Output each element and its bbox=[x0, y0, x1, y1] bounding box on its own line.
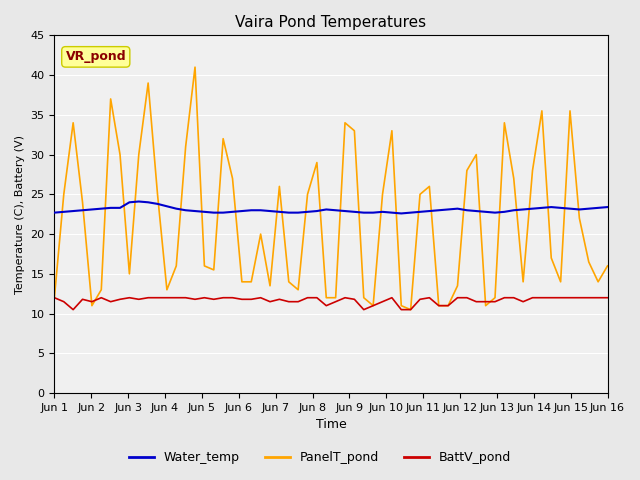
Y-axis label: Temperature (C), Battery (V): Temperature (C), Battery (V) bbox=[15, 135, 25, 294]
Legend: Water_temp, PanelT_pond, BattV_pond: Water_temp, PanelT_pond, BattV_pond bbox=[124, 446, 516, 469]
Title: Vaira Pond Temperatures: Vaira Pond Temperatures bbox=[236, 15, 426, 30]
Text: VR_pond: VR_pond bbox=[65, 50, 126, 63]
X-axis label: Time: Time bbox=[316, 419, 346, 432]
